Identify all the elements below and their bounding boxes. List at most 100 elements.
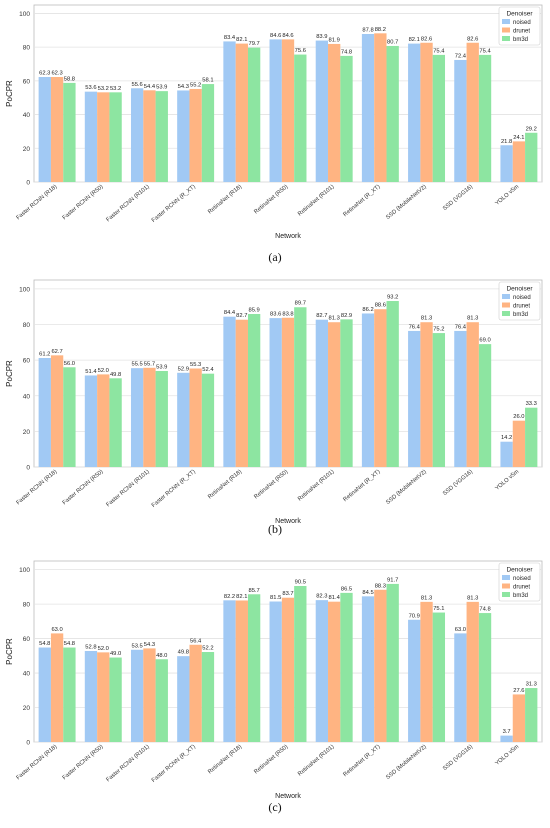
legend-label-noised: noised xyxy=(513,20,531,26)
bar-value-label: 82.1 xyxy=(236,37,247,43)
legend-swatch-noised xyxy=(502,575,510,580)
x-tick-label: RetinaNet (R101) xyxy=(297,184,335,218)
y-tick-label: 80 xyxy=(23,45,31,52)
bar-value-label: 75.4 xyxy=(433,48,445,54)
bar-value-label: 88.3 xyxy=(375,583,386,589)
bar-drunet xyxy=(374,589,387,742)
bar-drunet xyxy=(281,317,295,467)
bar-value-label: 83.9 xyxy=(316,34,327,40)
bar-value-label: 52.0 xyxy=(98,646,109,652)
bar-drunet xyxy=(466,601,479,742)
bar-value-label: 52.4 xyxy=(202,367,214,373)
bar-noised xyxy=(84,91,98,182)
legend-label-bm3d: bm3d xyxy=(513,593,528,599)
x-tick-label: Faster RCNN (R101) xyxy=(105,744,150,783)
bar-bm3d xyxy=(247,594,261,742)
legend-label-drunet: drunet xyxy=(513,584,530,590)
bar-noised xyxy=(269,601,282,742)
legend-swatch-drunet xyxy=(502,583,510,589)
legend-box xyxy=(498,281,541,321)
bar-value-label: 81.9 xyxy=(329,37,340,43)
bar-bm3d xyxy=(525,688,538,742)
bar-bm3d xyxy=(294,307,307,467)
bar-noised xyxy=(500,145,513,182)
bar-value-label: 90.5 xyxy=(295,579,306,585)
x-tick-label: Faster RCNN (R_XT) xyxy=(151,469,197,509)
bar-noised xyxy=(315,600,329,742)
chart-a: 0 20 40 60 80 100 PoCPR 62.3 53.6 55.6 54.3 83.4 84.… xyxy=(0,0,550,277)
legend-swatch-drunet xyxy=(502,27,510,33)
bar-bm3d xyxy=(478,344,492,467)
x-tick-label: YOLO v5m xyxy=(494,184,520,207)
bar-drunet xyxy=(420,42,433,183)
bar-bm3d xyxy=(109,92,122,182)
bar-value-label: 82.7 xyxy=(236,313,247,319)
y-tick-label: 60 xyxy=(23,636,31,643)
x-tick-label: Faster RCNN (R_XT) xyxy=(151,184,197,224)
bar-value-label: 26.0 xyxy=(513,414,524,420)
x-axis-label: Network xyxy=(275,793,301,800)
bar-noised xyxy=(500,735,513,742)
chart-c: 0 20 40 60 80 100 PoCPR 54.8 52.8 53.5 49.8 82.2 81.… xyxy=(0,545,550,828)
y-tick-label: 20 xyxy=(23,146,31,153)
bar-value-label: 58.1 xyxy=(202,78,213,84)
x-tick-label: Faster RCNN (R101) xyxy=(105,184,150,223)
bar-value-label: 81.3 xyxy=(329,316,340,322)
bar-drunet xyxy=(189,88,202,182)
bar-value-label: 82.6 xyxy=(467,36,478,42)
bar-value-label: 55.7 xyxy=(144,361,155,367)
bar-bm3d xyxy=(386,583,399,742)
caption-b: (b) xyxy=(268,522,282,536)
bar-noised xyxy=(130,368,144,467)
bar-value-label: 21.8 xyxy=(501,139,512,145)
bar-noised xyxy=(177,656,190,742)
bar-drunet xyxy=(143,367,156,467)
bar-value-label: 63.0 xyxy=(455,627,466,633)
bar-value-label: 75.4 xyxy=(479,48,491,54)
bar-value-label: 84.5 xyxy=(362,590,373,596)
bar-value-label: 74.8 xyxy=(479,607,490,613)
legend-swatch-bm3d xyxy=(502,311,510,316)
bar-value-label: 82.6 xyxy=(421,36,432,42)
bar-noised xyxy=(177,90,190,182)
x-tick-label: SSD (VGG16) xyxy=(442,469,474,497)
x-tick-label: RetinaNet (R18) xyxy=(207,744,243,776)
bar-value-label: 14.2 xyxy=(501,435,512,441)
bar-value-label: 53.5 xyxy=(131,643,142,649)
bar-value-label: 55.3 xyxy=(190,362,201,368)
bar-value-label: 81.4 xyxy=(329,595,341,601)
bar-value-label: 81.3 xyxy=(421,316,432,322)
bar-noised xyxy=(361,596,375,742)
bar-value-label: 53.9 xyxy=(156,365,167,371)
bar-drunet xyxy=(50,355,64,467)
bar-value-label: 76.4 xyxy=(455,324,467,330)
bar-drunet xyxy=(328,322,341,467)
y-tick-label: 100 xyxy=(19,567,30,574)
x-tick-label: Faster RCNN (R18) xyxy=(16,744,59,781)
bar-bm3d xyxy=(525,407,538,467)
chart-c-svg: 0 20 40 60 80 100 PoCPR 54.8 52.8 53.5 49.8 82.2 81.… xyxy=(5,560,543,800)
bar-value-label: 75.2 xyxy=(433,327,444,333)
bar-value-label: 79.7 xyxy=(248,41,259,47)
bar-value-label: 81.3 xyxy=(421,595,432,601)
bar-bm3d xyxy=(340,55,353,183)
bar-value-label: 69.0 xyxy=(479,338,490,344)
bar-noised xyxy=(130,88,144,182)
y-tick-label: 100 xyxy=(19,11,30,18)
x-tick-label: RetinaNet (R50) xyxy=(253,184,289,216)
bar-drunet xyxy=(420,601,433,742)
x-tick-label: Faster RCNN (R50) xyxy=(62,184,105,221)
bar-value-label: 3.7 xyxy=(503,729,511,735)
bar-drunet xyxy=(50,633,64,742)
bar-bm3d xyxy=(432,333,446,467)
legend-label-drunet: drunet xyxy=(513,28,530,34)
bar-value-label: 83.6 xyxy=(270,312,281,318)
bar-noised xyxy=(454,330,467,467)
bar-noised xyxy=(269,318,282,467)
legend-box xyxy=(498,562,541,602)
bar-value-label: 85.9 xyxy=(248,308,259,314)
bar-drunet xyxy=(512,420,526,467)
bar-noised xyxy=(84,650,98,742)
bar-value-label: 62.7 xyxy=(51,349,62,355)
bar-noised xyxy=(130,649,144,742)
